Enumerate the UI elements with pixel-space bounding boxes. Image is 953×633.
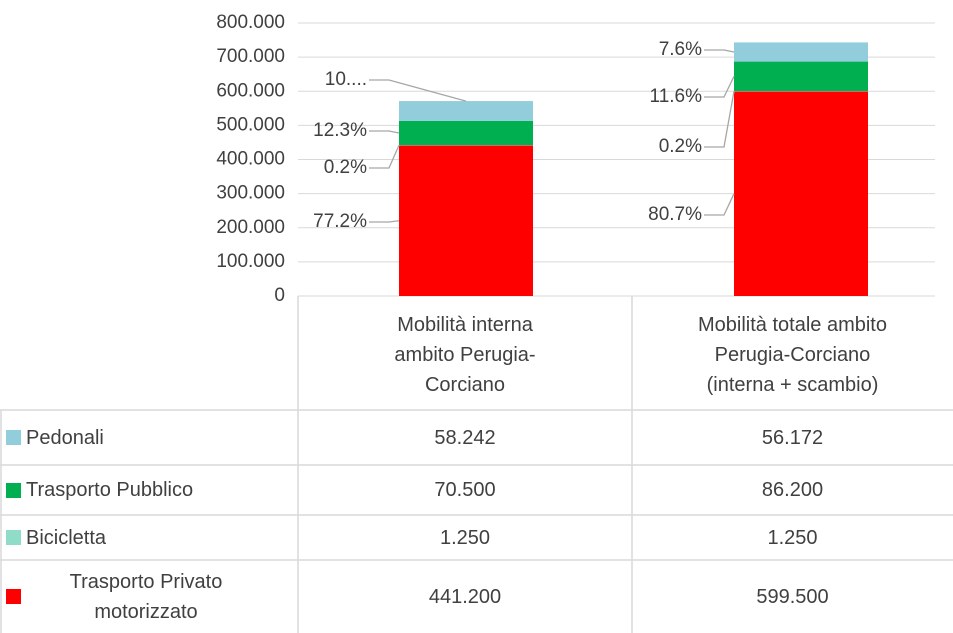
bar-segment [734,61,868,91]
category-label: Mobilità totale ambito Perugia-Corciano (i… [632,300,953,410]
category-line: Mobilità interna [397,314,533,336]
data-label: 10.... [325,69,367,90]
table-value: 1.250 [767,526,818,549]
bar-segment [399,120,533,146]
table-value: 441.200 [428,585,502,608]
legend-swatch [6,589,21,604]
leader-line [704,49,735,53]
legend-entry: Bicicletta [6,515,294,560]
legend-entry: Pedonali [6,410,294,465]
legend-label: Bicicletta [26,526,107,549]
legend-label: Trasporto Privato motorizzato [69,570,223,623]
bar-segment [399,145,533,296]
y-tick-label: 600.000 [216,80,285,101]
table-value: 70.500 [434,479,496,501]
table-value: 86.200 [761,479,824,501]
data-label: 0.2% [324,157,367,178]
leader-line [369,79,467,102]
category-line: (interna + scambio) [706,374,879,396]
data-label: 77.2% [313,211,367,232]
legend-entry: Trasporto Pubblico [6,465,294,515]
y-tick-label: 800.000 [216,12,285,33]
leader-line [369,130,400,134]
y-tick-label: 400.000 [216,149,285,170]
data-label: 80.7% [648,204,702,225]
bar-segment [734,91,868,296]
y-tick-label: 100.000 [216,251,285,272]
leader-line [369,220,400,223]
leader-line [704,91,735,148]
category-line: Perugia-Corciano [714,344,871,366]
y-tick-label: 700.000 [216,46,285,67]
table-value: 599.500 [756,585,829,608]
leader-line [369,144,400,169]
legend-swatch [6,430,21,445]
category-line: Mobilità totale ambito [698,314,887,336]
leader-line [704,193,735,216]
legend-entry: Trasporto Privato motorizzato [6,560,294,633]
data-label: 11.6% [650,86,703,107]
category-line: ambito Perugia- [394,344,536,366]
table-value: 1.250 [439,526,491,549]
category-label: Mobilità interna ambito Perugia- Corciano [298,300,632,410]
data-label: 7.6% [659,39,702,60]
y-tick-label: 0 [274,285,285,306]
y-tick-label: 200.000 [216,217,285,238]
y-tick-label: 500.000 [216,114,285,135]
data-label: 0.2% [659,136,702,157]
category-line: Corciano [424,374,506,396]
bar-segment [399,101,533,121]
data-label: 12.3% [313,120,367,141]
legend-label: Trasporto Pubblico [26,479,194,501]
table-value: 58.242 [434,426,496,449]
legend-swatch [6,530,21,545]
table-value: 56.172 [761,426,824,449]
bar-segment [734,42,868,62]
legend-swatch [6,482,21,498]
leader-line [704,76,735,98]
y-tick-label: 300.000 [216,183,285,204]
legend-label: Pedonali [26,426,104,449]
